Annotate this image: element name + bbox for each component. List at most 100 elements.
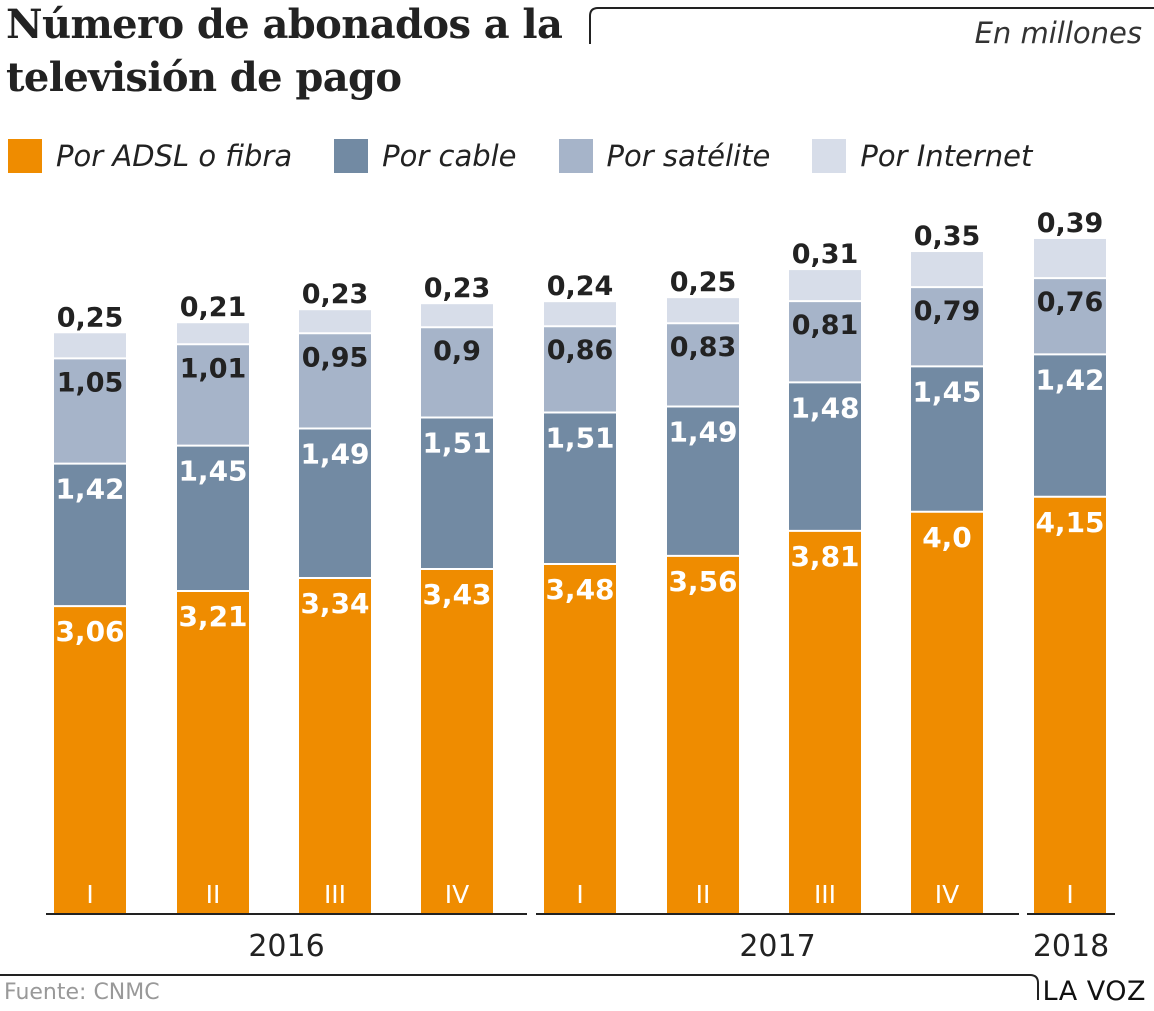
footer-rule	[0, 974, 1039, 1000]
quarter-label-2: III	[324, 880, 346, 909]
unit-subtitle: En millones	[974, 16, 1142, 50]
data-label-internet-7: 0,35	[914, 221, 981, 252]
data-label-satellite-2: 0,95	[302, 342, 369, 373]
quarter-label-3: IV	[445, 880, 469, 909]
legend-item-internet: Por Internet	[812, 139, 1032, 173]
data-label-satellite-5: 0,83	[670, 332, 737, 363]
quarter-label-1: II	[206, 880, 221, 909]
data-label-internet-6: 0,31	[792, 239, 859, 270]
legend-item-adsl: Por ADSL o fibra	[8, 139, 292, 173]
quarter-label-6: III	[814, 880, 836, 909]
data-label-satellite-7: 0,79	[914, 296, 981, 327]
bar-internet-6	[789, 270, 861, 302]
legend-item-cable: Por cable	[334, 139, 517, 173]
data-label-satellite-0: 1,05	[57, 367, 124, 398]
data-label-cable-2: 1,49	[300, 438, 369, 471]
bar-satellite-8	[1034, 278, 1106, 355]
data-label-internet-8: 0,39	[1037, 208, 1104, 239]
legend-swatch-satellite	[558, 139, 593, 173]
data-label-cable-3: 1,51	[422, 427, 491, 460]
chart-title: Número de abonados a la televisión de pa…	[6, 0, 563, 104]
bar-adsl-6	[789, 530, 861, 913]
bar-adsl-5	[667, 555, 739, 913]
data-label-satellite-8: 0,76	[1037, 287, 1104, 318]
data-label-cable-4: 1,51	[545, 422, 614, 455]
bar-adsl-2	[299, 577, 371, 913]
data-label-satellite-3: 0,9	[433, 336, 481, 367]
source-note: Fuente: CNMC	[4, 980, 160, 1005]
bar-adsl-3	[421, 568, 493, 913]
quarter-label-5: II	[696, 880, 711, 909]
legend-label-internet: Por Internet	[860, 139, 1033, 173]
bar-internet-8	[1034, 238, 1106, 279]
bar-cable-6	[789, 382, 861, 531]
legend: Por ADSL o fibra Por cable Por satélite …	[8, 136, 1074, 176]
bar-internet-3	[421, 304, 493, 328]
data-label-adsl-6: 3,81	[790, 540, 859, 573]
bar-internet-0	[54, 333, 126, 359]
data-label-satellite-4: 0,86	[547, 335, 614, 366]
quarter-label-7: IV	[935, 880, 959, 909]
title-line-2: televisión de pago	[6, 54, 402, 101]
bar-adsl-7	[911, 511, 983, 913]
bar-adsl-4	[544, 563, 616, 913]
bar-satellite-0	[54, 358, 126, 464]
year-label-2018: 2018	[1033, 929, 1109, 964]
legend-swatch-adsl	[8, 139, 42, 173]
data-label-adsl-5: 3,56	[668, 565, 737, 598]
bar-satellite-1	[177, 344, 249, 446]
data-label-adsl-3: 3,43	[422, 578, 491, 611]
bar-cable-0	[54, 463, 126, 607]
data-label-internet-4: 0,24	[547, 271, 614, 302]
bar-cable-1	[177, 445, 249, 592]
data-label-adsl-8: 4,15	[1035, 506, 1104, 539]
legend-swatch-cable	[334, 139, 369, 173]
bar-satellite-7	[911, 287, 983, 367]
legend-swatch-internet	[812, 139, 847, 173]
data-label-cable-0: 1,42	[55, 473, 124, 506]
bar-cable-4	[544, 412, 616, 564]
bar-internet-1	[177, 323, 249, 345]
data-label-cable-6: 1,48	[790, 391, 859, 424]
quarter-label-0: I	[86, 880, 93, 909]
data-label-internet-0: 0,25	[57, 302, 124, 333]
bar-adsl-0	[54, 606, 126, 913]
legend-label-cable: Por cable	[382, 139, 517, 173]
data-label-satellite-6: 0,81	[792, 310, 859, 341]
data-label-internet-2: 0,23	[302, 279, 369, 310]
year-label-2016: 2016	[248, 929, 324, 964]
data-label-cable-7: 1,45	[912, 375, 981, 408]
bar-internet-4	[544, 302, 616, 327]
title-rule	[589, 7, 1154, 44]
bar-internet-5	[667, 298, 739, 324]
legend-label-adsl: Por ADSL o fibra	[56, 139, 293, 173]
data-label-adsl-4: 3,48	[545, 573, 614, 606]
bar-satellite-3	[421, 327, 493, 418]
bar-adsl-8	[1034, 496, 1106, 913]
bar-internet-7	[911, 252, 983, 288]
data-label-adsl-7: 4,0	[922, 521, 972, 554]
data-label-internet-3: 0,23	[424, 273, 491, 304]
bar-satellite-2	[299, 333, 371, 429]
bar-cable-2	[299, 428, 371, 578]
bar-cable-3	[421, 417, 493, 569]
legend-label-satellite: Por satélite	[606, 139, 771, 173]
title-line-1: Número de abonados a la	[6, 1, 563, 48]
data-label-adsl-0: 3,06	[55, 615, 124, 648]
year-label-2017: 2017	[739, 929, 815, 964]
data-label-cable-1: 1,45	[178, 455, 247, 488]
bar-cable-8	[1034, 354, 1106, 497]
brand-logo-text: LA VOZ	[1042, 976, 1146, 1007]
data-label-satellite-1: 1,01	[180, 353, 247, 384]
legend-item-satellite: Por satélite	[558, 139, 771, 173]
bar-cable-7	[911, 366, 983, 512]
bar-adsl-1	[177, 591, 249, 913]
quarter-label-4: I	[576, 880, 583, 909]
data-label-adsl-2: 3,34	[300, 587, 369, 620]
bar-satellite-5	[667, 323, 739, 407]
bar-satellite-6	[789, 301, 861, 383]
bar-cable-5	[667, 406, 739, 556]
quarter-label-8: I	[1066, 880, 1073, 909]
bar-satellite-4	[544, 326, 616, 413]
